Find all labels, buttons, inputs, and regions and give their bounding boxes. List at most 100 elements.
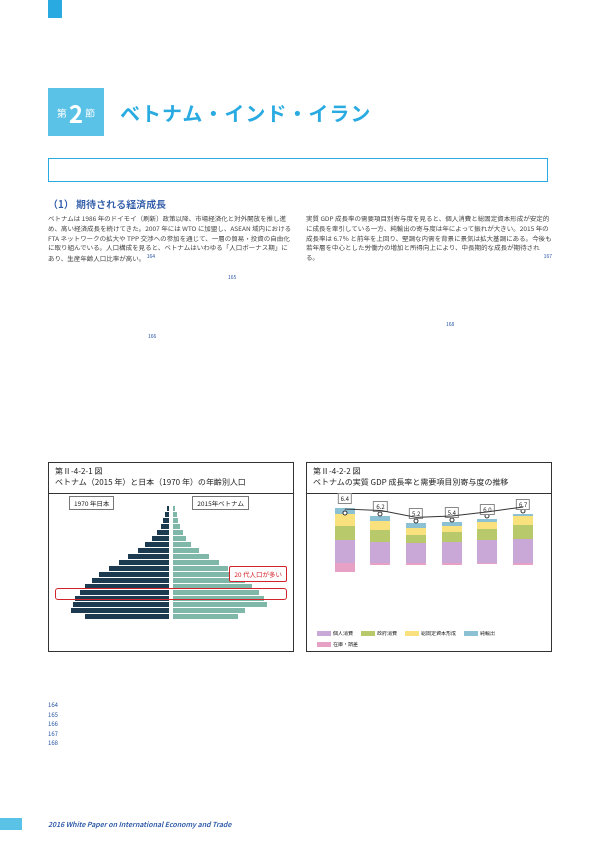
body-text-left: ベトナムは 1986 年のドイモイ（刷新）政策以降、市場経済化と対外開放を推し進… — [48, 213, 291, 263]
footnote-number: 168 — [48, 738, 58, 748]
gdp-segment — [335, 514, 355, 527]
footnote-ref-167: 167 — [544, 253, 552, 261]
gdp-bar-group: 6.2 — [368, 504, 392, 622]
legend-item: 在庫・誤差 — [317, 641, 358, 648]
footnote-ref-164: 164 — [147, 253, 155, 260]
gdp-bar-group: 5.4 — [440, 504, 464, 622]
gdp-segment — [406, 535, 426, 543]
section-badge: 第 2 節 — [48, 88, 104, 136]
pyramid-bar-vietnam — [173, 548, 199, 553]
legend-swatch — [464, 631, 478, 636]
gdp-segment — [442, 532, 462, 542]
body-text-right: 実質 GDP 成長率の需要項目別寄与度を見ると、個人消費と総固定資本形成が安定的… — [306, 213, 552, 262]
legend-label: 総固定資本形成 — [421, 630, 456, 637]
legend-item: 政府消費 — [361, 630, 397, 637]
footnote-number: 166 — [48, 719, 58, 729]
footnote: 168 — [48, 738, 548, 748]
body-column-right: 実質 GDP 成長率の需要項目別寄与度を見ると、個人消費と総固定資本形成が安定的… — [306, 214, 552, 332]
pyramid-bar-japan — [165, 512, 169, 517]
gdp-marker — [342, 510, 347, 515]
section-title: ベトナム・インド・イラン — [120, 98, 371, 127]
page-tab — [48, 0, 62, 18]
pyramid-bar-vietnam — [173, 560, 219, 565]
pyramid-bar-vietnam — [173, 554, 209, 559]
legend-label: 政府消費 — [377, 630, 397, 637]
pyramid-bar-vietnam — [173, 602, 267, 607]
footer-text: 2016 White Paper on International Econom… — [48, 820, 231, 830]
chart-population-pyramid: 第Ⅱ-4-2-1 図 ベトナム（2015 年）と日本（1970 年）の年齢別人口… — [48, 462, 294, 652]
chart1-callout: 20 代人口が多い — [229, 566, 287, 582]
footnote-ref-166: 166 — [148, 333, 156, 340]
chart2-body: 6.4 6.2 5.2 5.4 6.0 6.7 個人消費 政府消費 総固定資本形成 純輸出在庫・… — [307, 494, 551, 650]
footnote-number: 165 — [48, 710, 58, 720]
pyramid-bar-vietnam — [173, 512, 177, 517]
gdp-bar-group: 6.7 — [511, 504, 535, 622]
chart2-legend: 個人消費 政府消費 総固定資本形成 純輸出在庫・誤差 — [317, 630, 541, 648]
legend-label: 在庫・誤差 — [333, 641, 358, 648]
gdp-segment — [513, 525, 533, 539]
gdp-segment-neg — [442, 563, 462, 566]
gdp-value-label: 6.2 — [373, 501, 387, 512]
pyramid-bar-japan — [138, 548, 169, 553]
gdp-segment-neg — [335, 563, 355, 573]
legend-swatch — [361, 631, 375, 636]
pyramid-bar-vietnam — [173, 572, 238, 577]
chart1-body: 1970 年日本 2015年ベトナム 20 代人口が多い — [49, 494, 293, 650]
gdp-value-label: 5.2 — [409, 508, 423, 519]
section-prefix: 第 — [57, 105, 67, 120]
chart2-title: ベトナムの実質 GDP 成長率と需要項目別寄与度の推移 — [313, 478, 545, 489]
pyramid-bar-japan — [145, 542, 169, 547]
gdp-bar-group: 5.2 — [404, 504, 428, 622]
gdp-segment — [442, 542, 462, 563]
legend-item: 純輸出 — [464, 630, 495, 637]
pyramid-bar-japan — [152, 536, 169, 541]
pyramid-bar-vietnam — [173, 566, 228, 571]
gdp-marker — [378, 512, 383, 517]
legend-item: 総固定資本形成 — [405, 630, 456, 637]
pyramid-bar-japan — [161, 524, 169, 529]
pyramid-bar-japan — [99, 572, 169, 577]
legend-swatch — [317, 642, 331, 647]
gdp-bar-group: 6.4 — [333, 504, 357, 622]
footnote: 166 — [48, 719, 548, 729]
footnote: 165 — [48, 710, 548, 720]
gdp-segment — [406, 543, 426, 563]
gdp-segment — [370, 530, 390, 541]
pyramid-bar-vietnam — [173, 542, 191, 547]
section-suffix: 節 — [85, 105, 95, 120]
gdp-segment-neg — [513, 563, 533, 565]
footnote: 167 — [48, 729, 548, 739]
gdp-segment — [477, 522, 497, 529]
pyramid-bar-vietnam — [173, 530, 183, 535]
gdp-segment — [370, 542, 390, 563]
footnote-number: 167 — [48, 729, 58, 739]
subsection-heading: （1） 期待される経済成長 — [48, 196, 166, 211]
legend-label: 純輸出 — [480, 630, 495, 637]
footnote: 164 — [48, 700, 548, 710]
legend-swatch — [317, 631, 331, 636]
gdp-marker — [414, 519, 419, 524]
gdp-segment — [513, 539, 533, 563]
gdp-value-label: 6.7 — [516, 499, 530, 510]
legend-label: 個人消費 — [333, 630, 353, 637]
gdp-segment — [335, 540, 355, 562]
footnote-ref-165: 165 — [228, 274, 236, 281]
pyramid-bar-vietnam — [173, 536, 186, 541]
gdp-segment-neg — [477, 563, 497, 564]
pyramid-bar-japan — [128, 554, 169, 559]
gdp-segment-neg — [406, 563, 426, 566]
gdp-value-label: 5.4 — [445, 507, 459, 518]
chart2-title-box: 第Ⅱ-4-2-2 図 ベトナムの実質 GDP 成長率と需要項目別寄与度の推移 — [307, 463, 551, 494]
subsection-title: 期待される経済成長 — [76, 196, 166, 211]
pyramid-highlight — [55, 588, 287, 600]
gdp-bar-group: 6.0 — [475, 504, 499, 622]
pyramid-bar-japan — [167, 506, 169, 511]
pyramid-bar-vietnam — [173, 614, 238, 619]
gdp-segment — [370, 521, 390, 531]
pyramid-bar-vietnam — [173, 506, 175, 511]
gdp-segment — [477, 529, 497, 540]
chart1-title-box: 第Ⅱ-4-2-1 図 ベトナム（2015 年）と日本（1970 年）の年齢別人口 — [49, 463, 293, 494]
page-marker — [0, 818, 22, 830]
footnote-ref-168: 168 — [446, 321, 454, 328]
pyramid-bar-vietnam — [173, 608, 245, 613]
